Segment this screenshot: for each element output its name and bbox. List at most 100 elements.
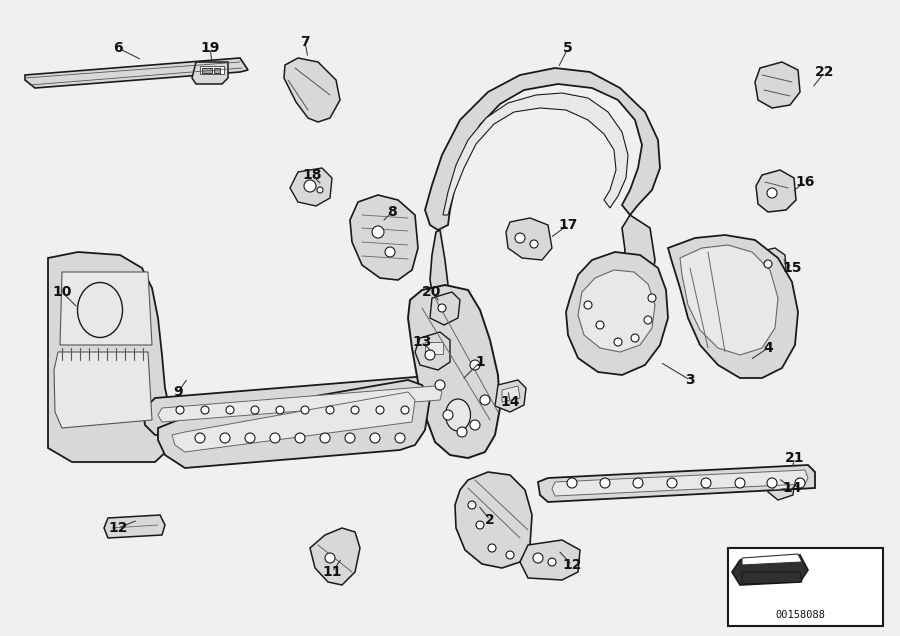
- FancyBboxPatch shape: [728, 548, 883, 626]
- Polygon shape: [680, 245, 778, 355]
- Circle shape: [530, 240, 538, 248]
- Polygon shape: [756, 170, 796, 212]
- Polygon shape: [310, 528, 360, 585]
- Text: 14: 14: [782, 481, 802, 495]
- Polygon shape: [350, 195, 418, 280]
- Text: 16: 16: [796, 175, 814, 189]
- Polygon shape: [506, 218, 552, 260]
- Polygon shape: [415, 332, 450, 370]
- Circle shape: [548, 558, 556, 566]
- Polygon shape: [566, 252, 668, 375]
- Circle shape: [345, 433, 355, 443]
- Text: 1: 1: [475, 355, 485, 369]
- Text: 2: 2: [485, 513, 495, 527]
- Polygon shape: [408, 285, 500, 458]
- Polygon shape: [768, 470, 795, 500]
- Circle shape: [372, 226, 384, 238]
- Circle shape: [767, 188, 777, 198]
- Circle shape: [276, 406, 284, 414]
- Polygon shape: [742, 554, 802, 565]
- Polygon shape: [25, 58, 248, 88]
- Ellipse shape: [77, 282, 122, 338]
- Text: 3: 3: [685, 373, 695, 387]
- Circle shape: [317, 187, 323, 193]
- Polygon shape: [732, 555, 808, 585]
- Polygon shape: [443, 93, 628, 215]
- Circle shape: [176, 406, 184, 414]
- Circle shape: [584, 301, 592, 309]
- Circle shape: [631, 334, 639, 342]
- Circle shape: [795, 478, 805, 488]
- Circle shape: [425, 350, 435, 360]
- Polygon shape: [502, 386, 520, 402]
- Text: 00158088: 00158088: [775, 610, 825, 620]
- Circle shape: [667, 478, 677, 488]
- Polygon shape: [284, 58, 340, 122]
- Text: 4: 4: [763, 341, 773, 355]
- Polygon shape: [538, 465, 815, 502]
- Text: 12: 12: [108, 521, 128, 535]
- Text: 13: 13: [412, 335, 432, 349]
- Circle shape: [401, 406, 409, 414]
- Polygon shape: [578, 270, 655, 352]
- Circle shape: [326, 406, 334, 414]
- Circle shape: [270, 433, 280, 443]
- Text: 14: 14: [500, 395, 520, 409]
- Text: 18: 18: [302, 168, 322, 182]
- Polygon shape: [158, 386, 442, 422]
- Circle shape: [735, 478, 745, 488]
- Text: 20: 20: [422, 285, 442, 299]
- Circle shape: [767, 478, 777, 488]
- Bar: [202, 68, 212, 73]
- Polygon shape: [104, 515, 165, 538]
- Circle shape: [220, 433, 230, 443]
- Ellipse shape: [446, 399, 471, 431]
- Circle shape: [295, 433, 305, 443]
- Polygon shape: [742, 572, 802, 584]
- Text: 19: 19: [201, 41, 220, 55]
- Circle shape: [480, 395, 490, 405]
- Polygon shape: [143, 375, 450, 435]
- Polygon shape: [290, 168, 332, 206]
- Circle shape: [633, 478, 643, 488]
- Circle shape: [435, 380, 445, 390]
- Circle shape: [533, 553, 543, 563]
- Text: 5: 5: [563, 41, 573, 55]
- Circle shape: [226, 406, 234, 414]
- Polygon shape: [668, 235, 798, 378]
- Circle shape: [201, 406, 209, 414]
- Circle shape: [395, 433, 405, 443]
- Bar: [214, 68, 220, 73]
- Circle shape: [701, 478, 711, 488]
- Text: 22: 22: [815, 65, 835, 79]
- Text: 11: 11: [322, 565, 342, 579]
- Text: 12: 12: [562, 558, 581, 572]
- Text: 21: 21: [785, 451, 805, 465]
- Polygon shape: [622, 215, 655, 310]
- Polygon shape: [172, 392, 415, 452]
- Circle shape: [195, 433, 205, 443]
- Circle shape: [457, 427, 467, 437]
- Polygon shape: [774, 474, 788, 490]
- Polygon shape: [495, 380, 526, 412]
- Circle shape: [251, 406, 259, 414]
- Polygon shape: [755, 62, 800, 108]
- Circle shape: [325, 553, 335, 563]
- Polygon shape: [430, 230, 450, 315]
- Text: 15: 15: [782, 261, 802, 275]
- Circle shape: [376, 406, 384, 414]
- Circle shape: [438, 304, 446, 312]
- Text: 9: 9: [173, 385, 183, 399]
- Circle shape: [385, 247, 395, 257]
- Circle shape: [470, 360, 480, 370]
- Polygon shape: [455, 472, 532, 568]
- Circle shape: [320, 433, 330, 443]
- Circle shape: [764, 260, 772, 268]
- Circle shape: [515, 233, 525, 243]
- Polygon shape: [158, 380, 430, 468]
- Text: 8: 8: [387, 205, 397, 219]
- Polygon shape: [430, 292, 460, 325]
- Polygon shape: [520, 540, 580, 580]
- Polygon shape: [552, 470, 808, 496]
- Circle shape: [648, 294, 656, 302]
